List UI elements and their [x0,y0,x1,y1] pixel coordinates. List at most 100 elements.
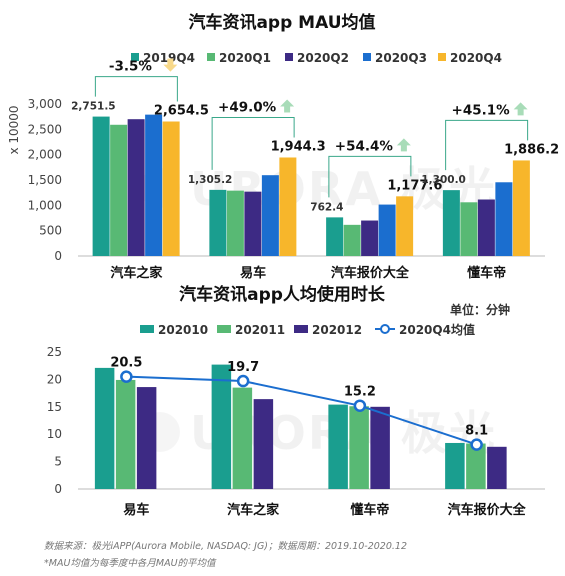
chart2-legend-label: 202012 [312,323,362,337]
chart1-legend-label: 2020Q4 [450,51,502,65]
chart1-title: 汽车资讯app MAU均值 [188,12,375,33]
chart2-line-point [470,438,483,451]
chart2-legend-swatch [217,325,231,333]
chart2-bar-202010 [211,364,232,489]
chart1-y-tick: 0 [54,249,62,263]
chart1-bar-2020Q4 [396,196,414,256]
chart2-bar-202012 [487,446,507,489]
footer-source: 数据来源：极光iAPP(Aurora Mobile, NASDAQ: JG)；数… [44,541,407,552]
chart1-bar-2020Q2 [477,199,495,256]
chart1-category-label: 易车 [240,265,266,281]
chart1-data-label: 2,751.5 [71,101,116,113]
chart1-data-label: 1,305.2 [188,174,233,186]
chart1-bar-2020Q2 [244,191,262,256]
chart2-legend-label: 2020Q4均值 [399,322,475,337]
chart1-category-label: 汽车之家 [110,265,163,281]
chart2-line-point [120,370,133,383]
chart1-bar-2020Q2 [127,119,145,256]
chart1-category-labels: 汽车之家 易车 汽车报价大全 懂车帝 [110,265,506,281]
arrow-down-icon [163,58,178,72]
chart1-growth-label: +54.4% [335,138,394,154]
chart2-category-label: 易车 [123,502,149,518]
chart2-line-label: 8.1 [465,424,488,439]
chart1-legend-swatch [131,53,139,61]
chart1-growth-label: +45.1% [452,102,511,118]
chart1-data-label: 2,654.5 [154,104,209,119]
chart1-data-label: 1,944.3 [271,139,326,154]
chart2-line-label: 20.5 [110,356,142,371]
chart2-legend-swatch [294,325,308,333]
chart1-growth-bracket [94,76,178,102]
chart1-growth-annotations: -3.5% +49.0% +54.4% +45.1% [94,58,529,198]
chart2-line [126,375,477,446]
chart1-growth-bracket [328,155,412,198]
chart1-legend-swatch [207,53,215,61]
chart2-line-label: 15.2 [344,385,376,400]
chart1-y-tick: 1,500 [28,173,62,187]
chart1-legend-label: 2020Q2 [297,51,349,65]
chart2-bar-202010 [94,367,115,489]
chart2-y-tick: 5 [54,455,62,469]
chart2-y-tick: 10 [47,427,62,441]
chart1-legend-swatch [363,53,371,61]
chart2-legend-marker [380,324,390,334]
chart1-bar-2019Q4 [92,116,110,256]
chart1-y-tick: 1,000 [28,198,62,212]
chart2-line-point [353,399,367,412]
chart1-bar-2019Q4 [209,189,227,256]
chart2-category-label: 汽车报价大全 [448,502,527,518]
chart1-data-label: 1,300.0 [421,174,466,186]
chart1-growth-label: -3.5% [109,59,153,75]
chart1-bar-2020Q1 [226,190,244,256]
chart2-bars [94,364,507,489]
chart2-bar-202011 [232,387,253,489]
chart2-category-label: 汽车之家 [227,502,280,518]
chart2-bar-202010 [445,442,465,489]
chart1-y-axis-label: x 10000 [7,105,21,154]
chart1-legend-label: 2020Q1 [219,51,271,65]
chart1-data-labels: 2,751.5 2,654.5 1,305.2 1,944.3 762.4 1,177.6… [71,101,559,214]
chart2-y-tick: 20 [47,372,62,386]
chart1-y-tick: 2,500 [28,122,62,136]
chart2-bar-202012 [136,387,157,489]
chart2-category-labels: 易车 汽车之家 懂车帝 汽车报价大全 [123,502,526,518]
chart2-average-line: 20.5 19.7 15.2 8.1 [110,356,488,451]
chart2-bar-202011 [466,443,486,489]
chart2-legend: 202010 202011 202012 2020Q4均值 [140,322,475,337]
chart2-legend-label: 202010 [158,323,208,337]
chart1-bar-2020Q4 [162,121,180,256]
chart2-bar-202011 [115,379,136,489]
chart1-bar-2020Q1 [460,202,478,256]
chart1-growth-label: +49.0% [218,99,277,115]
chart1-data-label: 1,886.2 [504,142,559,157]
chart2-y-tick: 25 [47,345,62,359]
chart1-data-label: 762.4 [310,201,343,213]
chart2-y-tick: 0 [54,482,62,496]
chart2-unit-note: 单位：分钟 [450,302,510,317]
chart1-bar-2020Q2 [361,220,379,256]
chart1-growth-bracket [211,116,295,170]
chart2-bar-202012 [370,406,390,489]
arrow-up-icon [280,99,295,113]
chart2-line-point [236,374,250,388]
chart1-legend-swatch [438,53,446,61]
chart2-line-label: 19.7 [227,360,259,375]
chart1-y-tick: 2,000 [28,148,62,162]
chart1-y-tick: 500 [39,224,62,238]
chart2-y-tick: 15 [47,400,62,414]
chart1-category-label: 懂车帝 [467,265,506,281]
chart2-legend-swatch [140,325,154,333]
chart1-bar-2020Q3 [145,114,163,256]
chart1-bars [92,114,530,256]
chart1-bar-2019Q4 [442,190,460,256]
chart1-legend-label: 2019Q4 [143,51,195,65]
chart2-bar-202010 [328,404,348,489]
chart1-y-tick: 3,000 [28,97,62,111]
chart1-axis: 0 500 1,000 1,500 2,000 2,500 3,000 [28,97,545,263]
chart1-legend: 2019Q4 2020Q1 2020Q2 2020Q3 2020Q4 [131,51,502,65]
chart1-data-label: 1,177.6 [387,178,442,193]
chart1-growth-bracket [445,119,529,171]
footer-note: *MAU均值为每季度中各月MAU的平均值 [44,557,217,569]
chart1-bar-2019Q4 [326,217,344,256]
chart1-bar-2020Q1 [110,124,128,256]
